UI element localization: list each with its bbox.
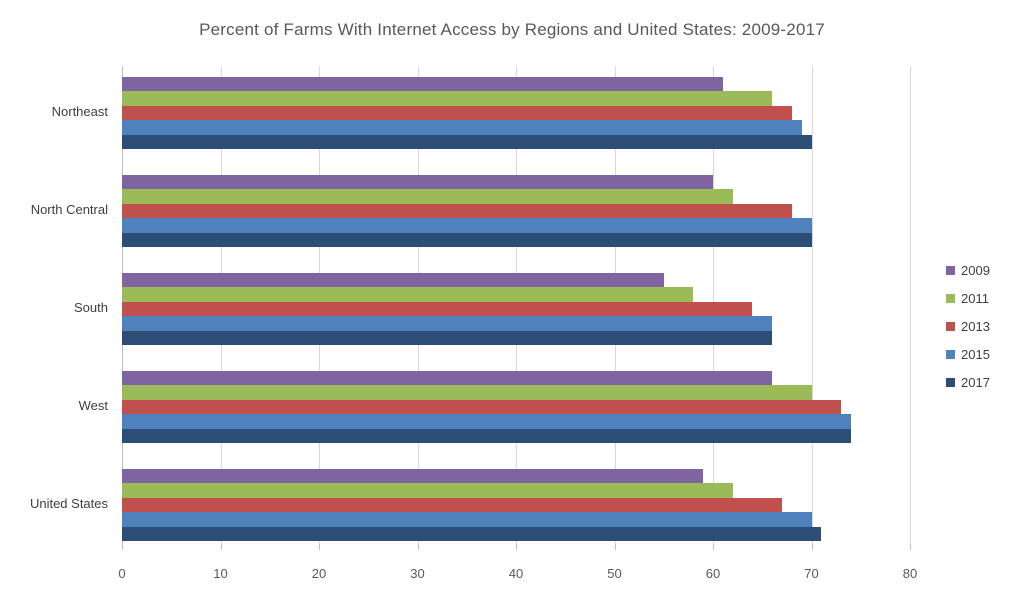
x-tick-label: 50 bbox=[607, 566, 622, 581]
bar-united-states-2017 bbox=[122, 526, 822, 542]
category-label: North Central bbox=[30, 202, 108, 217]
bar-south-2011 bbox=[122, 287, 694, 303]
legend-item: 2015 bbox=[946, 340, 990, 368]
category-label: Northeast bbox=[51, 104, 108, 119]
bar-west-2015 bbox=[122, 414, 851, 430]
x-tick-label: 0 bbox=[118, 566, 126, 581]
x-tick-label: 70 bbox=[804, 566, 819, 581]
legend-label: 2015 bbox=[961, 346, 990, 362]
category-label: West bbox=[78, 398, 108, 413]
legend-item: 2009 bbox=[946, 256, 990, 284]
legend-item: 2013 bbox=[946, 312, 990, 340]
category-label: United States bbox=[29, 496, 108, 511]
bar-west-2011 bbox=[122, 385, 812, 401]
x-tick bbox=[811, 544, 813, 550]
bar-northeast-2009 bbox=[122, 77, 723, 92]
bar-united-states-2015 bbox=[122, 512, 812, 528]
category-label: South bbox=[74, 300, 108, 315]
bar-west-2009 bbox=[122, 371, 773, 386]
bar-united-states-2009 bbox=[122, 469, 704, 484]
x-tick-label: 20 bbox=[311, 566, 327, 581]
legend: 2009 2011 2013 2015 2017 bbox=[946, 256, 990, 396]
legend-label: 2013 bbox=[961, 318, 990, 334]
bar-united-states-2013 bbox=[122, 497, 782, 513]
bar-west-2017 bbox=[122, 428, 851, 444]
x-tick bbox=[220, 544, 222, 550]
bar-northeast-2017 bbox=[122, 134, 812, 150]
plot-area bbox=[122, 66, 911, 550]
bar-northeast-2011 bbox=[122, 91, 773, 107]
legend-label: 2011 bbox=[961, 290, 989, 306]
x-tick bbox=[417, 544, 419, 550]
legend-swatch-icon bbox=[946, 265, 955, 275]
legend-swatch-icon bbox=[946, 377, 955, 387]
bar-south-2013 bbox=[122, 301, 753, 317]
x-tick bbox=[319, 544, 320, 550]
bar-northeast-2015 bbox=[122, 120, 802, 136]
bar-north-central-2015 bbox=[122, 218, 812, 234]
x-tick bbox=[614, 544, 616, 550]
gridline bbox=[811, 66, 813, 544]
gridline bbox=[910, 66, 911, 544]
bar-north-central-2009 bbox=[122, 175, 713, 190]
legend-item: 2017 bbox=[946, 368, 990, 396]
x-tick bbox=[713, 544, 714, 550]
chart-title: Percent of Farms With Internet Access by… bbox=[199, 20, 825, 39]
x-tick-label: 80 bbox=[902, 566, 918, 581]
legend-label: 2017 bbox=[961, 374, 990, 390]
legend-swatch-icon bbox=[946, 293, 955, 303]
x-tick bbox=[516, 544, 517, 550]
x-tick-label: 60 bbox=[705, 566, 721, 581]
bar-northeast-2013 bbox=[122, 105, 792, 121]
x-tick-label: 10 bbox=[213, 566, 228, 581]
bar-north-central-2017 bbox=[122, 232, 812, 248]
x-tick-label: 40 bbox=[508, 566, 524, 581]
bar-south-2015 bbox=[122, 316, 773, 332]
legend-item: 2011 bbox=[946, 284, 990, 312]
x-tick bbox=[122, 544, 123, 550]
bar-north-central-2013 bbox=[122, 203, 792, 219]
legend-swatch-icon bbox=[946, 321, 955, 331]
bar-north-central-2011 bbox=[122, 189, 733, 205]
bar-united-states-2011 bbox=[122, 483, 733, 499]
legend-swatch-icon bbox=[946, 349, 955, 359]
x-tick bbox=[910, 544, 911, 550]
x-tick-label: 30 bbox=[410, 566, 425, 581]
bar-south-2017 bbox=[122, 330, 773, 346]
legend-label: 2009 bbox=[961, 262, 990, 278]
bar-south-2009 bbox=[122, 273, 664, 288]
bar-west-2013 bbox=[122, 399, 842, 415]
